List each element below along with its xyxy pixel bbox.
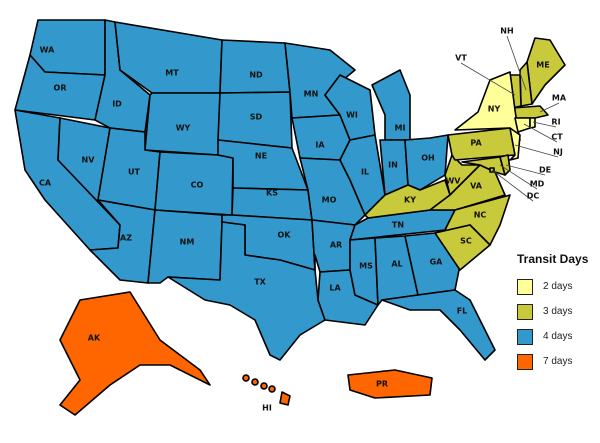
state-nm[interactable] [147,209,223,284]
legend-item-2-days: 2 days [517,274,588,299]
state-label-vt: VT [455,54,467,63]
state-pr[interactable] [347,369,433,399]
state-label-tx: TX [254,278,266,287]
legend-swatch [517,303,533,320]
state-label-ok: OK [278,231,292,240]
state-label-ia: IA [315,141,325,150]
state-nj[interactable] [509,127,521,161]
state-label-pr: PR [376,380,388,389]
legend-title: Transit Days [517,252,589,266]
state-nd[interactable] [219,39,291,94]
state-label-mi: MI [395,124,406,133]
state-ia[interactable] [291,114,351,161]
state-label-oh: OH [421,154,435,163]
state-hi[interactable] [279,391,291,406]
state-label-ks: KS [266,189,278,198]
state-label-wi: WI [346,111,358,120]
state-label-id: ID [112,100,122,109]
state-label-ri: RI [551,118,560,127]
state-label-or: OR [54,84,67,93]
hi-island [268,385,276,393]
state-label-sd: SD [250,113,263,122]
legend-label: 4 days [543,331,573,342]
leader-line [460,62,516,96]
legend-swatch [517,353,533,370]
state-sc[interactable] [434,224,491,271]
state-label-la: LA [329,284,341,293]
state-label-ct: CT [551,133,563,142]
legend-swatch [517,328,533,345]
state-label-me: ME [536,61,549,70]
state-label-wa: WA [40,46,55,55]
leader-line [499,164,538,190]
state-label-al: AL [391,260,402,269]
state-label-az: AZ [120,234,132,243]
state-label-sc: SC [460,237,472,246]
state-label-nh: NH [500,27,513,36]
state-label-fl: FL [457,307,468,316]
state-label-co: CO [191,181,204,190]
legend-label: 3 days [543,306,573,317]
legend-item-3-days: 3 days [517,299,588,324]
state-label-mo: MO [322,196,337,205]
state-label-nd: ND [249,71,263,80]
state-label-ar: AR [330,241,342,250]
leader-line [532,121,557,128]
leader-line [523,123,558,143]
state-label-nm: NM [180,238,195,247]
state-label-wy: WY [176,124,191,133]
legend-label: 7 days [543,356,573,367]
state-label-ut: UT [128,168,140,177]
state-label-wv: WV [445,177,461,186]
state-label-ga: GA [430,258,444,267]
legend: Transit Days 2 days 3 days 4 days 7 days [517,252,588,374]
legend-item-7-days: 7 days [517,349,588,374]
state-label-ca: CA [39,179,52,188]
legend-swatch [517,278,533,295]
state-label-ms: MS [359,262,373,271]
state-label-ma: MA [552,94,567,103]
state-ri[interactable] [529,117,536,129]
leader-line [539,102,560,113]
state-label-ak: AK [88,334,101,343]
hi-island [251,378,259,386]
leader-line [506,35,527,91]
leader-line [505,164,546,176]
state-label-ny: NY [488,105,501,114]
state-label-va: VA [470,182,483,191]
hi-island [260,382,268,390]
hi-island [242,374,250,382]
leader-line [491,169,534,202]
state-tx[interactable] [167,221,326,361]
state-label-il: IL [361,168,369,177]
state-label-pa: PA [470,139,482,148]
state-label-mn: MN [304,90,319,99]
state-label-hi: HI [262,404,272,413]
state-label-in: IN [388,161,398,170]
state-label-ky: KY [404,196,416,205]
state-label-nc: NC [474,211,487,220]
state-label-nv: NV [82,156,96,165]
state-ms[interactable] [349,237,379,306]
state-label-md: MD [530,180,545,189]
state-ky[interactable] [364,179,451,219]
state-fl[interactable] [381,289,496,361]
state-ak[interactable] [59,291,211,416]
state-label-de: DE [539,166,551,175]
legend-item-4-days: 4 days [517,324,588,349]
state-label-nj: NJ [553,148,563,157]
state-label-dc: DC [527,192,540,201]
state-label-tn: TN [392,221,404,230]
state-ct[interactable] [514,117,531,133]
state-label-ne: NE [255,152,267,161]
leader-line [514,144,559,158]
legend-label: 2 days [543,281,573,292]
state-ma[interactable] [511,105,549,119]
state-label-mt: MT [165,69,179,78]
